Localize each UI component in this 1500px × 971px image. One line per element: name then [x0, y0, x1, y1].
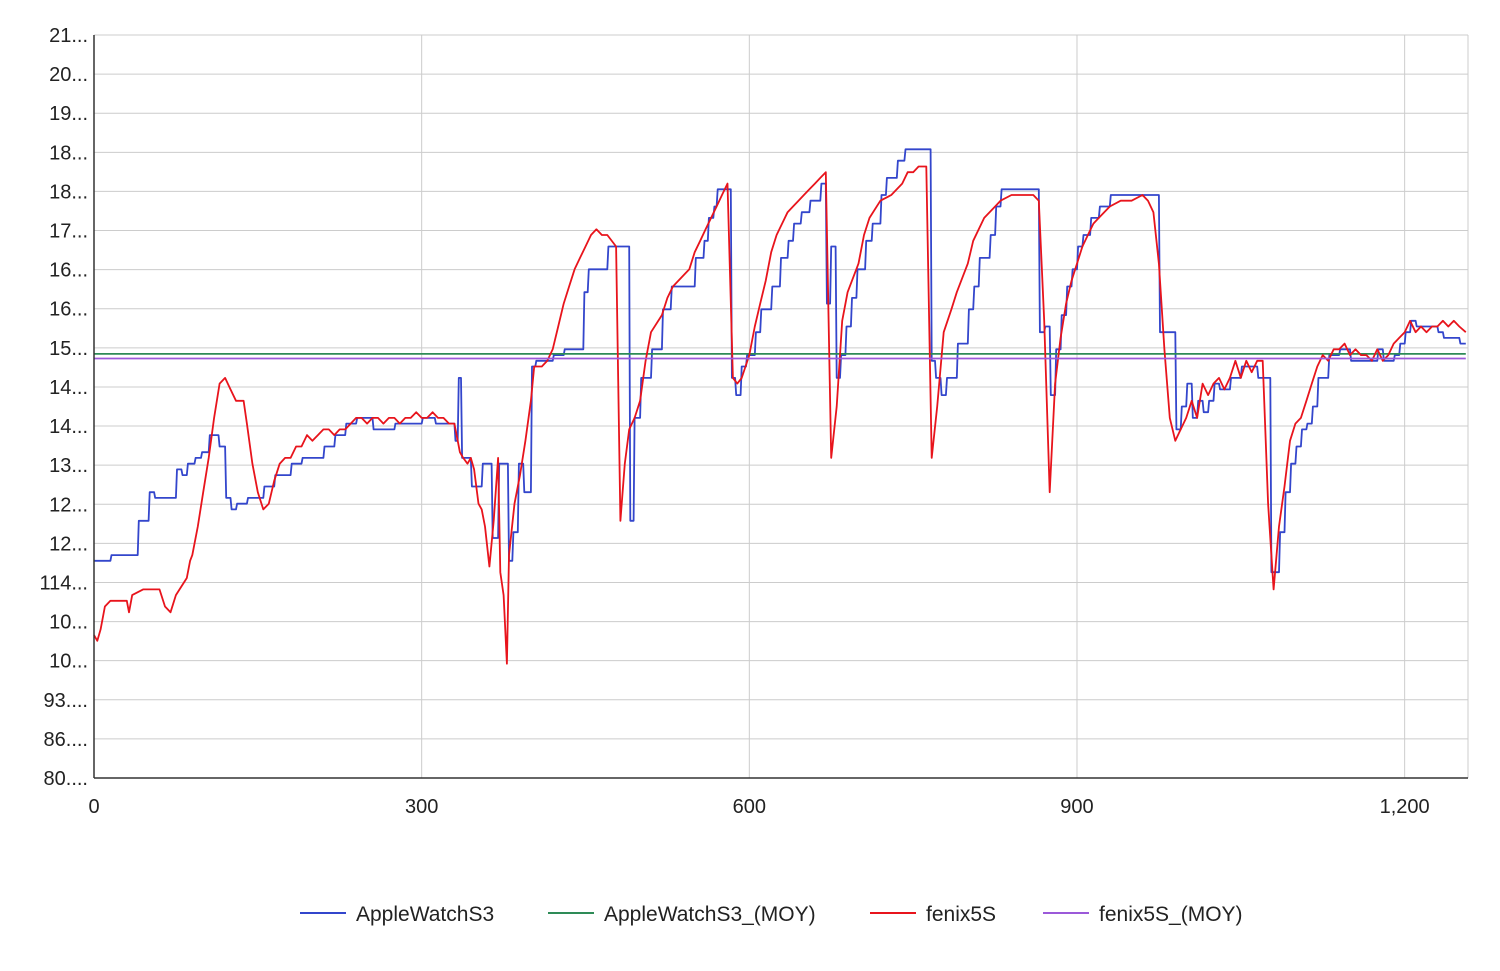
legend-label: fenix5S: [926, 903, 996, 926]
y-tick-label: 93....: [44, 690, 88, 712]
legend: AppleWatchS3 AppleWatchS3_(MOY) fenix5S fen…: [300, 903, 1243, 926]
legend-label: AppleWatchS3: [356, 903, 494, 926]
y-tick-label: 21...: [49, 25, 88, 47]
series-lines: [93, 148, 1467, 665]
y-tick-label: 86....: [44, 729, 88, 751]
x-axis-ticks: 0 300 600 900 1,200: [88, 796, 1429, 818]
legend-item: AppleWatchS3: [300, 903, 494, 926]
y-tick-label: 18...: [49, 142, 88, 164]
y-tick-label: 10...: [49, 651, 88, 673]
y-tick-label: 114...: [39, 572, 88, 594]
y-axis-ticks: 21... 20... 19... 18... 18... 17... 16... 16...…: [39, 25, 88, 790]
y-tick-label: 12...: [49, 494, 88, 516]
y-tick-label: 16...: [49, 260, 88, 282]
legend-label: AppleWatchS3_(MOY): [604, 903, 816, 926]
y-tick-label: 13...: [49, 455, 88, 477]
y-tick-label: 16...: [49, 299, 88, 321]
legend-item: fenix5S: [870, 903, 996, 926]
series-line-fenix5s: [93, 165, 1467, 665]
y-tick-label: 14...: [49, 377, 88, 399]
y-tick-label: 15...: [49, 338, 88, 360]
y-tick-label: 19...: [49, 103, 88, 125]
y-tick-label: 80....: [44, 768, 88, 790]
y-tick-label: 12...: [49, 533, 88, 555]
x-tick-label: 600: [733, 796, 766, 818]
legend-item: AppleWatchS3_(MOY): [548, 903, 816, 926]
x-tick-label: 0: [88, 796, 99, 818]
gridlines: [94, 34, 1469, 778]
y-tick-label: 10...: [49, 612, 88, 634]
y-tick-label: 20...: [49, 64, 88, 86]
legend-item: fenix5S_(MOY): [1043, 903, 1243, 926]
y-tick-label: 17...: [49, 221, 88, 243]
y-tick-label: 14...: [49, 416, 88, 438]
x-tick-label: 1,200: [1380, 796, 1430, 818]
x-tick-label: 900: [1060, 796, 1093, 818]
legend-label: fenix5S_(MOY): [1099, 903, 1243, 926]
x-tick-label: 300: [405, 796, 438, 818]
y-tick-label: 18...: [49, 181, 88, 203]
